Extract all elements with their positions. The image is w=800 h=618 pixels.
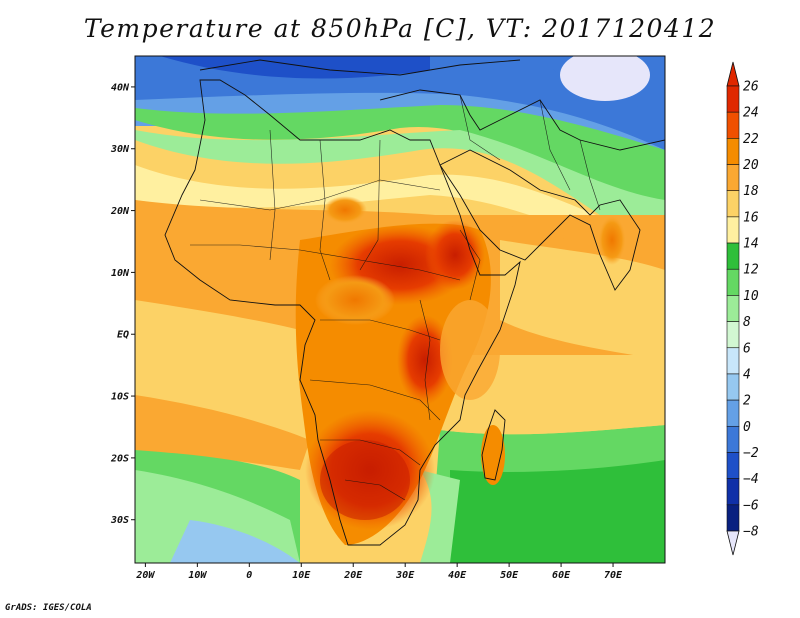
colorbar-label: −8 — [743, 525, 759, 540]
lat-tick-label: 30N — [110, 144, 130, 155]
cold-core-iran — [560, 56, 650, 101]
colorbar-label: 26 — [743, 80, 759, 95]
colorbar-segment — [726, 347, 740, 375]
colorbar-segment — [726, 478, 740, 506]
colorbar-segment — [726, 399, 740, 427]
colorbar-label: 14 — [743, 237, 759, 252]
lon-tick-label: 10E — [292, 570, 311, 581]
colorbar-segment — [726, 138, 740, 165]
colorbar-label: 12 — [743, 263, 759, 278]
colorbar-label: 16 — [743, 210, 759, 225]
lon-tick-label: 10W — [188, 570, 207, 581]
lat-tick-label: 40N — [111, 82, 130, 93]
longitude-axis: 20W 10W 0 10E 20E 30E 40E 50E 60E 70E — [135, 563, 623, 581]
colorbar-segment — [726, 111, 740, 139]
lat-tick-label: EQ — [117, 330, 129, 341]
lat-tick-label: 10S — [111, 392, 129, 403]
colorbar-segment — [726, 321, 740, 349]
lon-tick-label: 60E — [552, 570, 571, 581]
colorbar-segment — [726, 504, 740, 532]
colorbar-label: 2 — [743, 394, 751, 409]
lon-tick-label: 30E — [395, 570, 415, 581]
map-frame — [134, 55, 666, 564]
colorbar-label: 18 — [743, 184, 759, 199]
colorbar-label: 24 — [743, 106, 759, 121]
lat-tick-label: 20S — [110, 453, 129, 464]
lon-tick-label: 20W — [135, 570, 155, 581]
colorbar-label: 22 — [743, 132, 759, 147]
colorbar-top-arrow — [726, 61, 740, 87]
colorbar-label: 6 — [743, 341, 751, 356]
colorbar-segment — [726, 268, 740, 296]
colorbar-segment — [726, 190, 740, 218]
lat-tick-label: 30S — [110, 515, 129, 526]
colorbar-segment — [726, 425, 740, 453]
colorbar-bottom-arrow — [726, 530, 740, 556]
lon-tick-label: 70E — [604, 570, 623, 581]
lon-tick-label: 20E — [343, 570, 363, 581]
colorbar-segment — [726, 295, 740, 322]
latitude-axis: 40N 30N 20N 10N EQ 10S 20S 30S — [110, 82, 135, 526]
lat-tick-label: 10N — [111, 268, 130, 279]
colorbar-label: 8 — [743, 315, 751, 330]
colorbar-label: −4 — [743, 472, 759, 487]
colorbar-segment — [726, 85, 740, 113]
map-title: Temperature at 850hPa [C], VT: 201712041… — [83, 14, 717, 43]
temperature-field — [135, 56, 665, 563]
colorbar-label: 20 — [743, 158, 759, 173]
coastlines — [164, 59, 665, 546]
colorbar-label: 0 — [743, 420, 751, 435]
lon-tick-label: 0 — [246, 570, 252, 581]
colorbar-segment — [726, 452, 740, 479]
colorbar-label: 10 — [743, 289, 759, 304]
colorbar-label: −2 — [743, 446, 759, 461]
lon-tick-label: 50E — [500, 570, 519, 581]
colorbar-label: −6 — [743, 498, 759, 513]
grads-credit: GrADS: IGES/COLA — [5, 603, 92, 613]
colorbar-label: 4 — [743, 367, 751, 382]
colorbar-segment — [726, 373, 740, 401]
colorbar-segment — [726, 164, 740, 192]
lon-tick-label: 40E — [448, 570, 467, 581]
country-borders — [190, 94, 601, 501]
colorbar-segment — [726, 242, 740, 270]
lat-tick-label: 20N — [110, 206, 130, 217]
colorbar-segment — [726, 216, 740, 244]
